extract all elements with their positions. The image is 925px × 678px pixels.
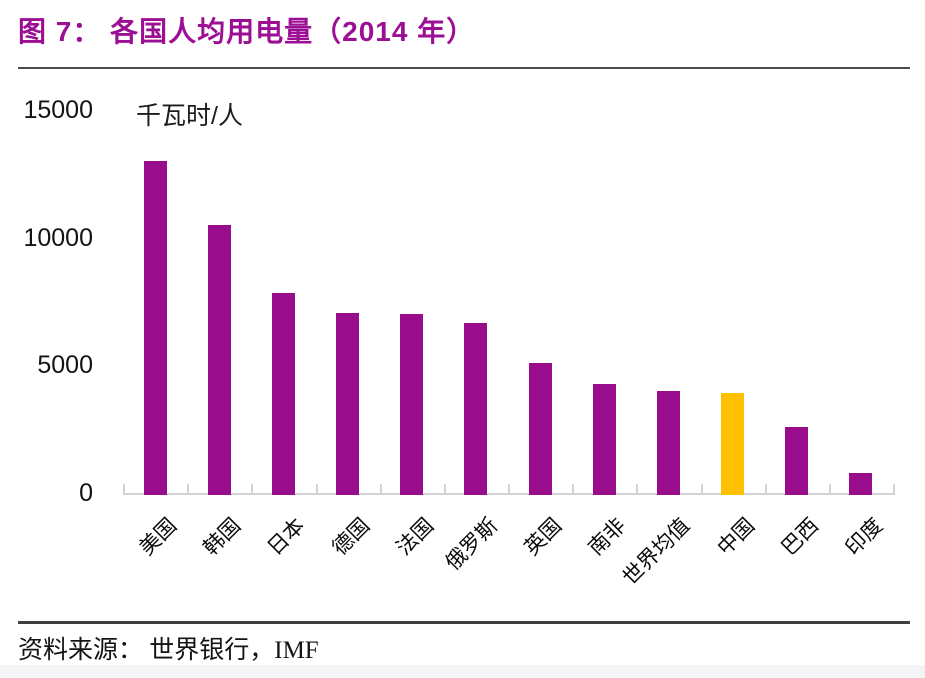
page-bottom-strip — [0, 665, 925, 678]
plot-area: 美国 韩国 日本 德国 法国 俄罗斯 英国 南非 世界均值 中国 巴西 印度 — [123, 110, 895, 590]
x-axis-label: 英国 — [520, 514, 567, 560]
x-axis-label: 法国 — [392, 514, 439, 560]
x-axis-label: 巴西 — [777, 514, 824, 560]
title-divider — [18, 67, 910, 69]
bar — [849, 473, 873, 495]
x-axis-label: 美国 — [135, 514, 182, 560]
x-axis-tick — [379, 484, 382, 493]
bar — [271, 293, 295, 495]
bar — [143, 161, 167, 495]
bar — [528, 363, 552, 495]
x-axis-tick — [315, 484, 318, 493]
y-axis: 15000 10000 5000 0 — [0, 96, 93, 507]
x-axis-tick — [636, 484, 639, 493]
bar — [656, 391, 680, 495]
y-tick-label: 0 — [79, 479, 93, 507]
x-axis-tick — [828, 484, 831, 493]
y-tick-label: 15000 — [23, 96, 93, 124]
bar — [785, 427, 809, 495]
bar — [592, 384, 616, 495]
y-axis-unit-label: 千瓦时/人 — [136, 102, 243, 130]
x-axis-label: 俄罗斯 — [441, 514, 503, 575]
bar — [400, 314, 424, 495]
source-note: 资料来源： 世界银行，IMF — [18, 637, 319, 664]
figure-title: 图 7： 各国人均用电量（2014 年） — [18, 16, 476, 47]
bar — [207, 225, 231, 495]
bar — [336, 313, 360, 495]
x-axis-tick — [764, 484, 767, 493]
x-axis-tick — [443, 484, 446, 493]
x-axis-tick — [572, 484, 575, 493]
x-axis-label: 世界均值 — [619, 514, 695, 590]
y-tick-label: 10000 — [23, 223, 93, 252]
y-tick-label: 5000 — [37, 351, 93, 380]
x-axis-line — [123, 493, 895, 495]
x-axis-label: 中国 — [712, 514, 759, 560]
x-axis-label: 印度 — [841, 514, 888, 560]
x-axis-tick — [123, 484, 125, 493]
bar — [721, 393, 745, 495]
x-axis-tick — [508, 484, 510, 493]
x-axis-label: 日本 — [263, 514, 310, 560]
x-axis-label: 德国 — [327, 514, 374, 560]
x-axis-tick — [700, 484, 703, 493]
x-axis-label: 韩国 — [199, 514, 246, 560]
x-axis-label: 南非 — [584, 514, 631, 560]
bar — [464, 323, 488, 495]
x-axis-tick — [251, 484, 254, 493]
footer-divider — [18, 621, 910, 624]
x-axis-tick — [893, 484, 895, 493]
x-axis-tick — [187, 484, 190, 493]
